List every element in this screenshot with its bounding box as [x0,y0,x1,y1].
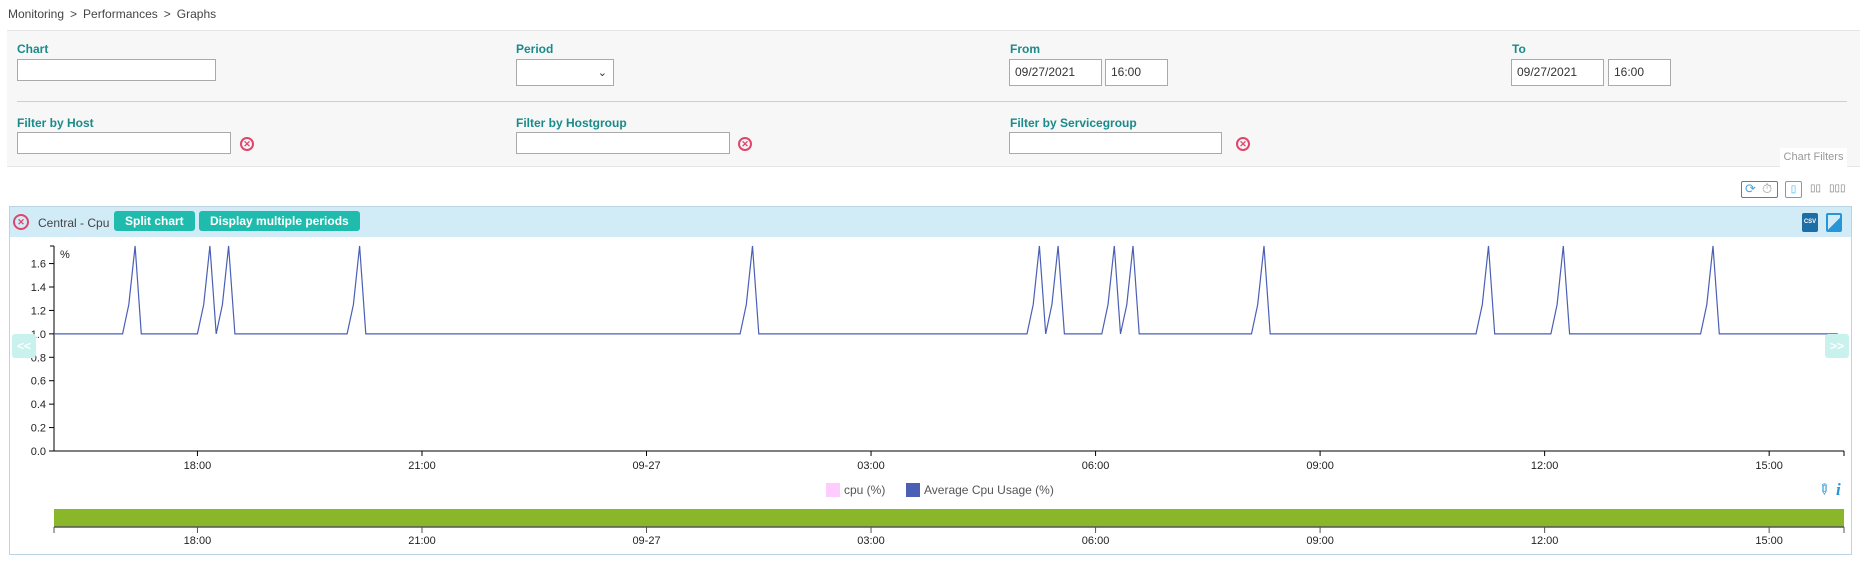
timer-icon[interactable]: ⏱ [1762,181,1773,196]
y-unit-label: % [60,249,70,261]
layout-2-columns-icon[interactable]: ▯▯ [1810,183,1822,194]
y-tick-label: 1.2 [31,305,46,317]
host-filter-input[interactable] [17,132,231,154]
chart-filters-tab[interactable]: Chart Filters [1780,148,1847,167]
breadcrumb-separator: > [163,7,171,21]
period-select[interactable]: ⌄ [516,59,614,86]
breadcrumb: Monitoring > Performances > Graphs [8,7,216,21]
chart-label: Chart [17,42,49,56]
info-icon[interactable]: i [1836,480,1841,499]
to-time-input[interactable]: 16:00 [1608,59,1671,86]
y-tick-label: 0.0 [31,446,46,458]
csv-export-icon[interactable]: CSV [1802,213,1818,232]
navigator-tick-label: 09-27 [632,535,660,547]
navigator-tick-label: 12:00 [1531,535,1559,547]
chevron-down-icon: ⌄ [597,67,607,79]
y-tick-label: 1.4 [31,282,46,294]
breadcrumb-graphs[interactable]: Graphs [176,7,217,21]
navigator-tick-label: 21:00 [408,535,436,547]
split-chart-button[interactable]: Split chart [114,211,195,231]
refresh-timer-group [1741,181,1778,198]
navigator-tick-label: 09:00 [1306,535,1334,547]
x-tick-label: 15:00 [1755,460,1783,472]
from-date-input[interactable]: 09/27/2021 [1009,59,1102,86]
legend-item-cpu[interactable]: cpu (%) [826,483,885,497]
to-label: To [1512,42,1526,56]
y-tick-label: 0.2 [31,423,46,435]
display-multiple-periods-button[interactable]: Display multiple periods [199,211,360,231]
navigator-bar[interactable] [54,509,1844,527]
y-tick-label: 1.6 [31,259,46,271]
servicegroup-filter-input[interactable] [1009,132,1222,154]
refresh-icon[interactable]: ⟳ [1745,181,1756,196]
hostgroup-filter-input[interactable] [516,132,730,154]
x-tick-label: 09:00 [1306,460,1334,472]
servicegroup-filter-label: Filter by Servicegroup [1010,116,1137,130]
breadcrumb-separator: > [70,7,78,21]
clear-hostgroup-icon[interactable]: ✕ [738,137,752,151]
legend-swatch [826,483,840,497]
divider [17,101,1847,102]
clear-servicegroup-icon[interactable]: ✕ [1236,137,1250,151]
x-tick-label: 09-27 [632,460,660,472]
hostgroup-filter-label: Filter by Hostgroup [516,116,627,130]
previous-period-button[interactable]: << [12,334,36,358]
from-time-input[interactable]: 16:00 [1105,59,1168,86]
filter-panel [7,30,1860,167]
x-tick-label: 06:00 [1082,460,1110,472]
legend-item-average-cpu[interactable]: Average Cpu Usage (%) [906,483,1054,497]
breadcrumb-performances[interactable]: Performances [83,7,158,21]
y-tick-label: 0.6 [31,376,46,388]
chart-svg: 0.00.20.40.60.81.01.21.41.6%18:0018:0021… [31,245,1845,547]
navigator-tick-label: 18:00 [184,535,212,547]
legend-swatch [906,483,920,497]
to-date-input[interactable]: 09/27/2021 [1511,59,1604,86]
series-line-1 [54,245,1838,335]
image-export-icon[interactable] [1826,213,1842,232]
from-label: From [1010,42,1040,56]
chart-title: Central - Cpu [38,216,110,230]
layout-3-columns-icon[interactable]: ▯▯▯ [1829,183,1846,194]
x-tick-label: 21:00 [408,460,436,472]
navigator-tick-label: 15:00 [1755,535,1783,547]
navigator-tick-label: 03:00 [857,535,885,547]
chart-input[interactable] [17,59,216,81]
x-tick-label: 18:00 [184,460,212,472]
layout-1-column-icon[interactable]: ▯ [1785,181,1802,198]
clear-host-icon[interactable]: ✕ [240,137,254,151]
close-chart-icon[interactable]: ✕ [13,214,29,230]
x-tick-label: 03:00 [857,460,885,472]
period-label: Period [516,42,554,56]
y-tick-label: 0.4 [31,399,46,411]
x-tick-label: 12:00 [1531,460,1559,472]
navigator-tick-label: 06:00 [1082,535,1110,547]
chart-panel [9,206,1852,555]
next-period-button[interactable]: >> [1825,334,1849,358]
breadcrumb-monitoring[interactable]: Monitoring [8,7,65,21]
host-filter-label: Filter by Host [17,116,94,130]
